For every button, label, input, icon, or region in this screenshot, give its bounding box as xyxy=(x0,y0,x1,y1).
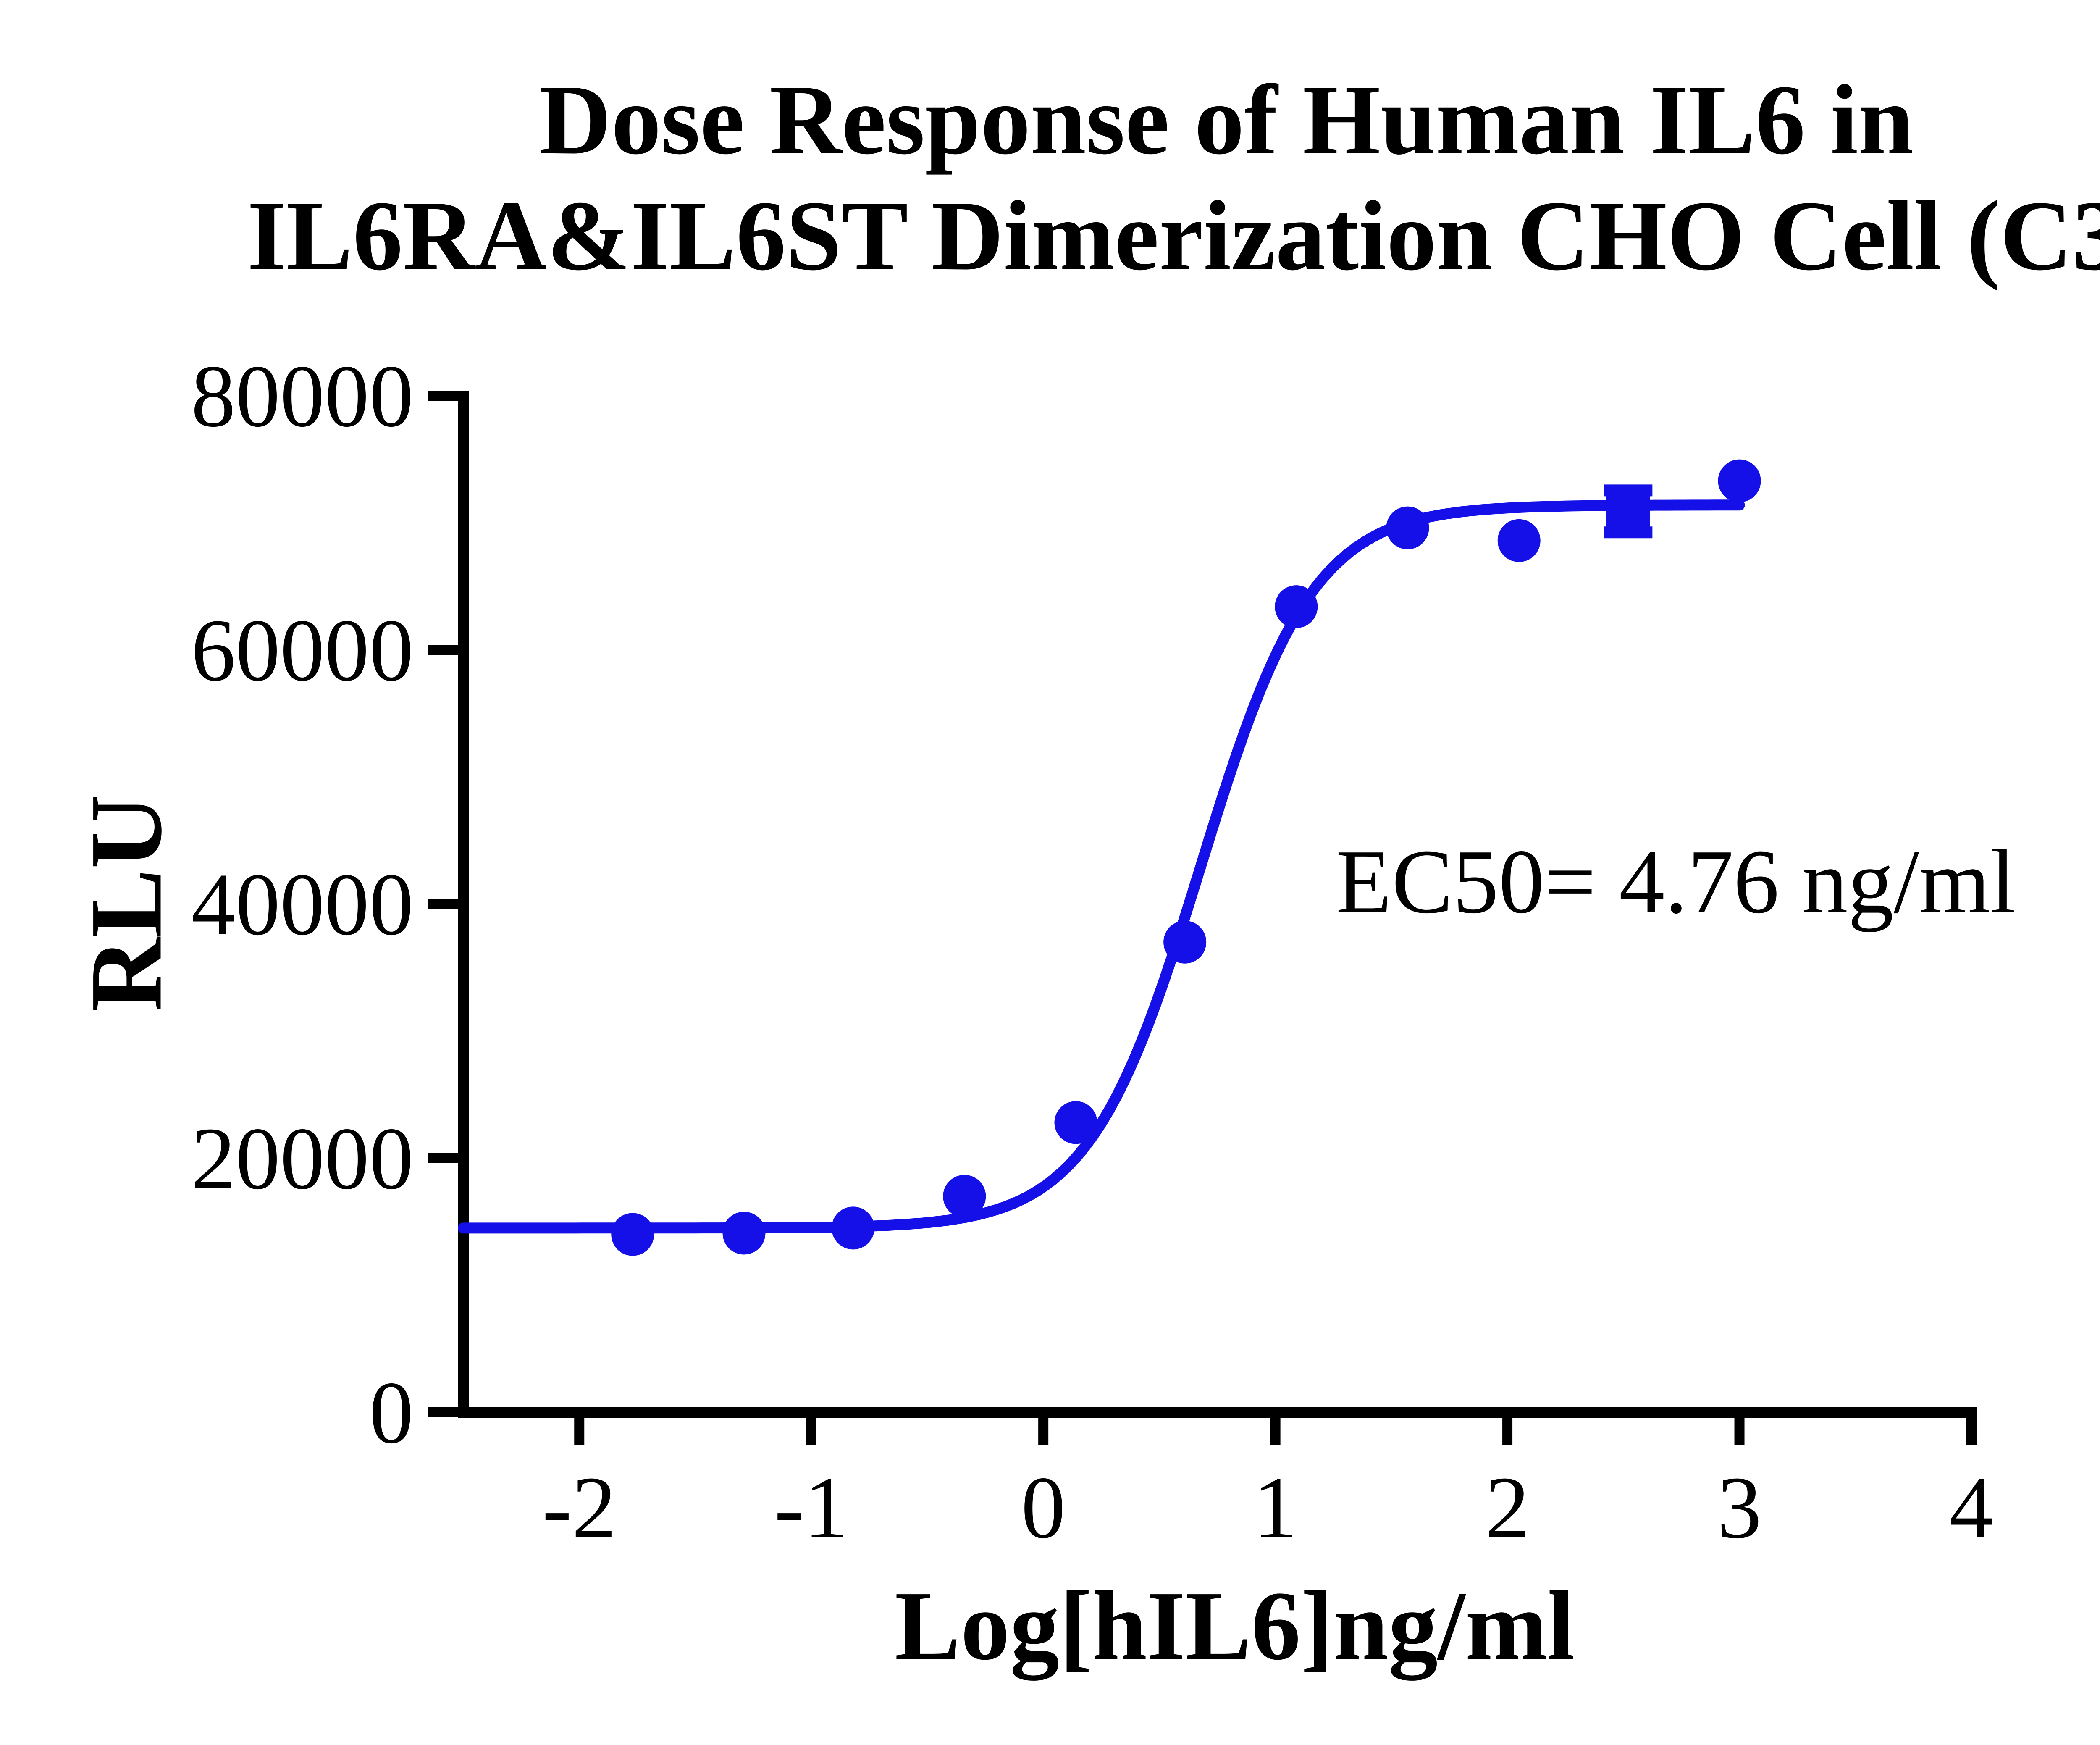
x-tick-label: -1 xyxy=(774,1458,848,1557)
x-tick-label: 2 xyxy=(1485,1458,1530,1557)
chart-title-line1: Dose Response of Human IL6 in xyxy=(539,65,1914,175)
fit-curve xyxy=(458,499,1745,1234)
data-point xyxy=(611,1213,654,1256)
data-point xyxy=(1163,920,1207,964)
chart-title: Dose Response of Human IL6 in IL6RA&IL6S… xyxy=(106,62,2100,294)
x-tick-label: 4 xyxy=(1949,1458,1994,1557)
y-tick-label: 20000 xyxy=(191,1109,414,1208)
data-point xyxy=(722,1212,766,1255)
x-tick-label: 1 xyxy=(1253,1458,1298,1557)
data-point xyxy=(943,1175,986,1218)
data-point xyxy=(1718,459,1761,502)
data-point-square xyxy=(1606,489,1650,533)
y-tick-label: 0 xyxy=(369,1363,414,1462)
data-point xyxy=(1386,506,1429,549)
x-axis-title: Log[hIL6]ng/ml xyxy=(895,1571,1575,1680)
x-tick-label: -2 xyxy=(542,1458,617,1557)
ec50-annotation: EC50= 4.76 ng/ml xyxy=(1336,831,2016,933)
y-tick-label: 40000 xyxy=(191,855,414,954)
data-point xyxy=(1054,1101,1097,1144)
chart-title-line2: IL6RA&IL6ST Dimerization CHO Cell (C39) xyxy=(247,181,2100,291)
data-point xyxy=(1497,519,1541,562)
data-point xyxy=(1275,585,1318,628)
y-tick-label: 80000 xyxy=(191,347,414,445)
x-tick-label: 3 xyxy=(1717,1458,1762,1557)
data-point xyxy=(832,1206,875,1250)
x-tick-label: 0 xyxy=(1021,1458,1066,1557)
y-tick-label: 60000 xyxy=(191,601,414,699)
